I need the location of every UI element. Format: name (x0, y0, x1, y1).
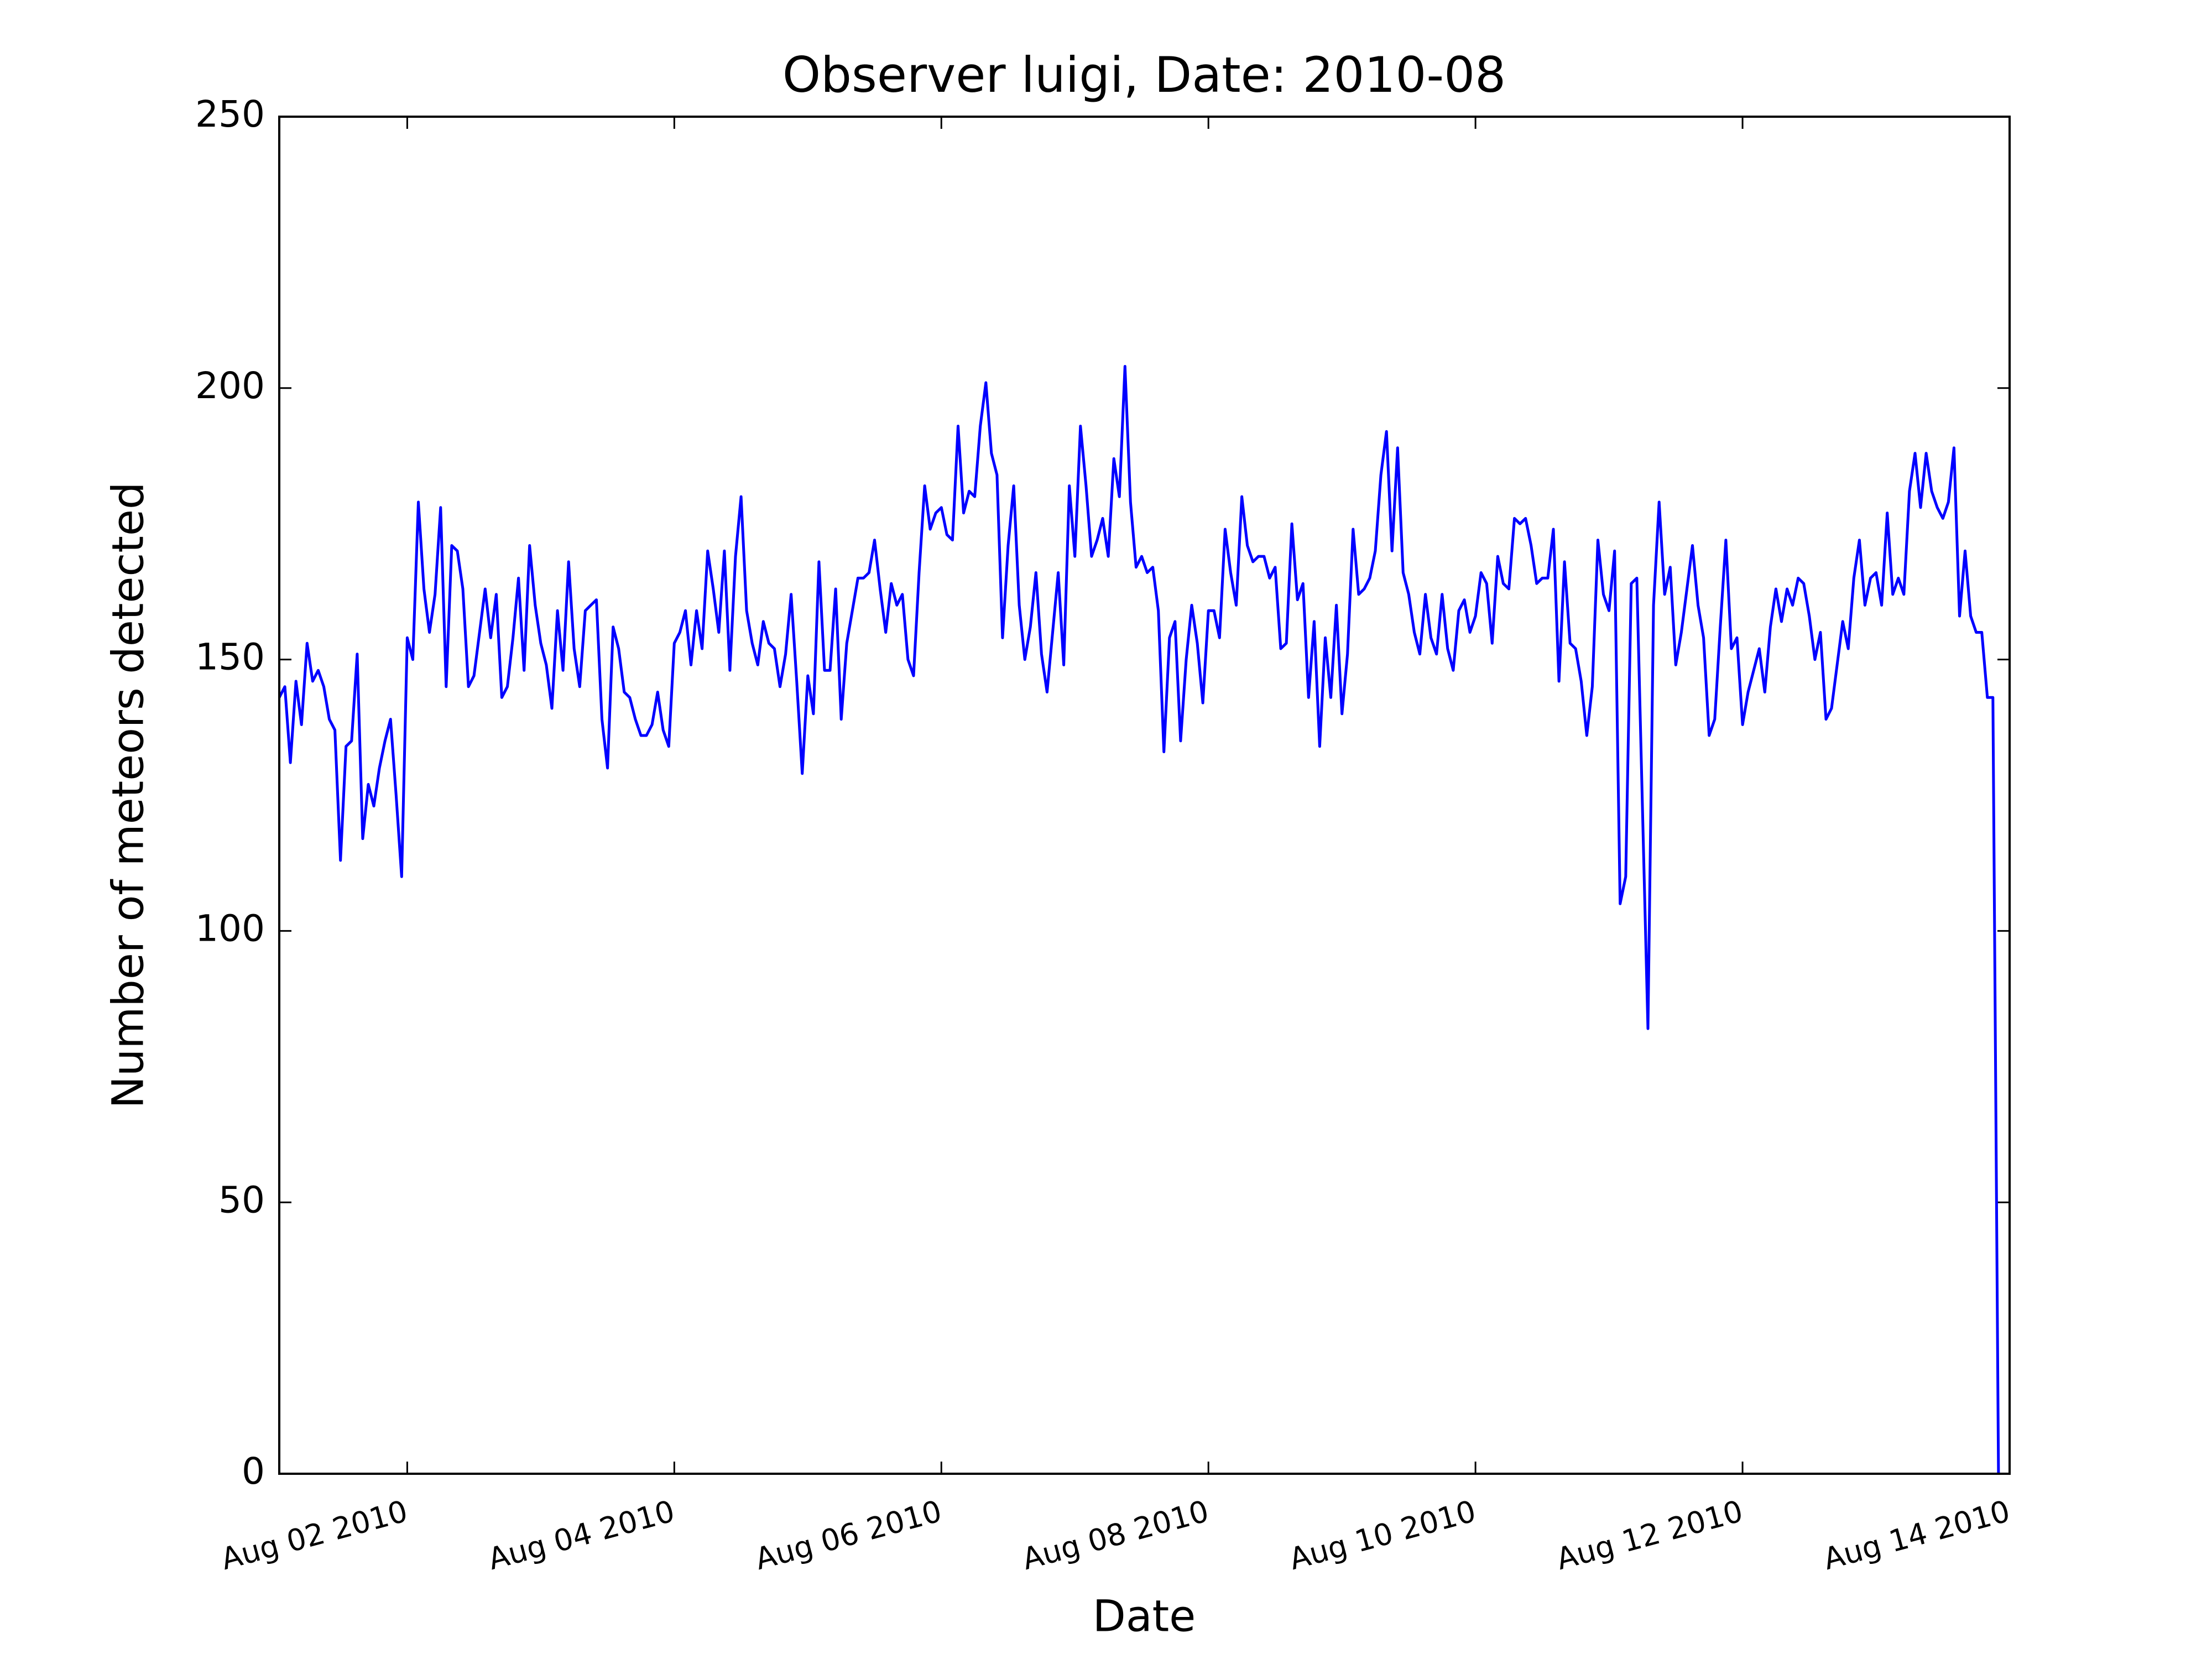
chart-title: Observer luigi, Date: 2010-08 (782, 46, 1506, 103)
data-line (278, 365, 2000, 1474)
y-tick-label: 100 (195, 907, 265, 950)
plot-frame (278, 116, 2011, 1475)
x-axis-label: Date (1093, 1592, 1196, 1641)
y-tick-label: 0 (242, 1450, 265, 1493)
y-tick-label: 150 (195, 636, 265, 679)
y-axis-label: Number of meteors detected (103, 482, 153, 1109)
y-tick-label: 200 (195, 364, 265, 407)
y-tick-label: 50 (218, 1178, 265, 1221)
y-tick-label: 250 (195, 93, 265, 135)
